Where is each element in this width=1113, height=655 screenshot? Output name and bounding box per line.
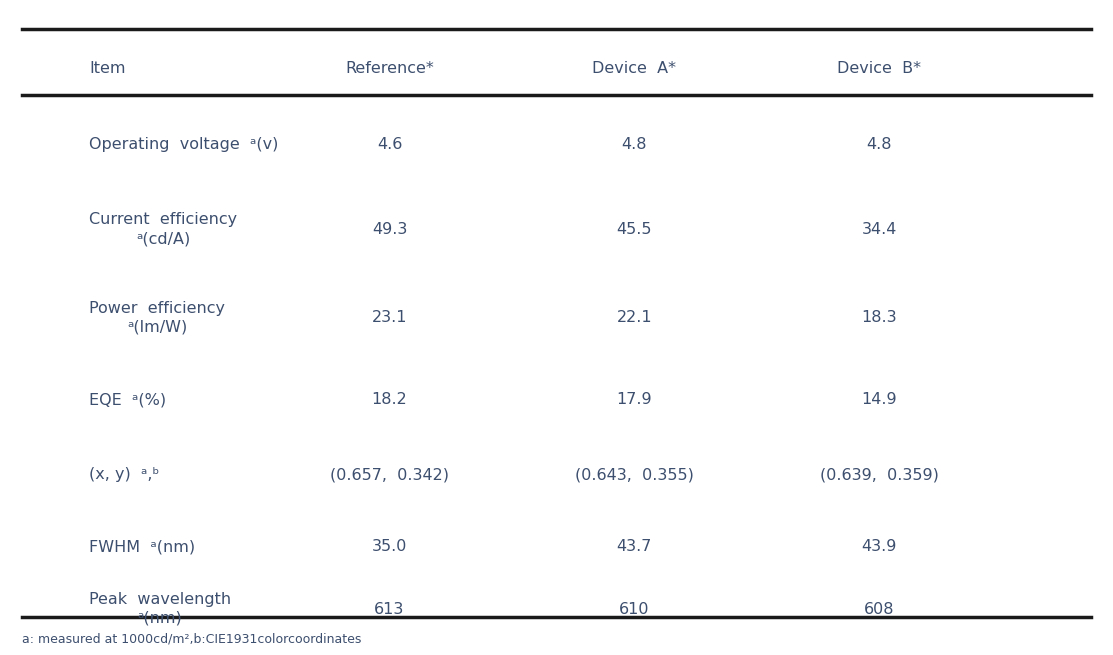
Text: EQE  ᵃ(%): EQE ᵃ(%) [89,392,166,407]
Text: 4.6: 4.6 [377,137,402,151]
Text: (0.639,  0.359): (0.639, 0.359) [820,468,938,482]
Text: 14.9: 14.9 [861,392,897,407]
Text: 18.2: 18.2 [372,392,407,407]
Text: 4.8: 4.8 [867,137,892,151]
Text: 35.0: 35.0 [372,540,407,554]
Text: 43.7: 43.7 [617,540,652,554]
Text: 4.8: 4.8 [622,137,647,151]
Text: 22.1: 22.1 [617,310,652,325]
Text: Power  efficiency
ᵃ(lm/W): Power efficiency ᵃ(lm/W) [89,301,225,335]
Text: 45.5: 45.5 [617,222,652,236]
Text: 608: 608 [864,602,895,616]
Text: Current  efficiency
ᵃ(cd/A): Current efficiency ᵃ(cd/A) [89,212,237,246]
Text: a: measured at 1000cd/m²,b:CIE1931colorcoordinates: a: measured at 1000cd/m²,b:CIE1931colorc… [22,632,362,645]
Text: (x, y)  ᵃ,ᵇ: (x, y) ᵃ,ᵇ [89,468,159,482]
Text: 34.4: 34.4 [861,222,897,236]
Text: 23.1: 23.1 [372,310,407,325]
Text: Item: Item [89,62,126,76]
Text: 610: 610 [619,602,650,616]
Text: Device  A*: Device A* [592,62,677,76]
Text: 613: 613 [374,602,405,616]
Text: Reference*: Reference* [345,62,434,76]
Text: 49.3: 49.3 [372,222,407,236]
Text: Device  B*: Device B* [837,62,922,76]
Text: (0.643,  0.355): (0.643, 0.355) [575,468,693,482]
Text: 43.9: 43.9 [861,540,897,554]
Text: 18.3: 18.3 [861,310,897,325]
Text: 17.9: 17.9 [617,392,652,407]
Text: FWHM  ᵃ(nm): FWHM ᵃ(nm) [89,540,195,554]
Text: Operating  voltage  ᵃ(v): Operating voltage ᵃ(v) [89,137,278,151]
Text: Peak  wavelength
ᵃ(nm): Peak wavelength ᵃ(nm) [89,592,232,626]
Text: (0.657,  0.342): (0.657, 0.342) [331,468,449,482]
